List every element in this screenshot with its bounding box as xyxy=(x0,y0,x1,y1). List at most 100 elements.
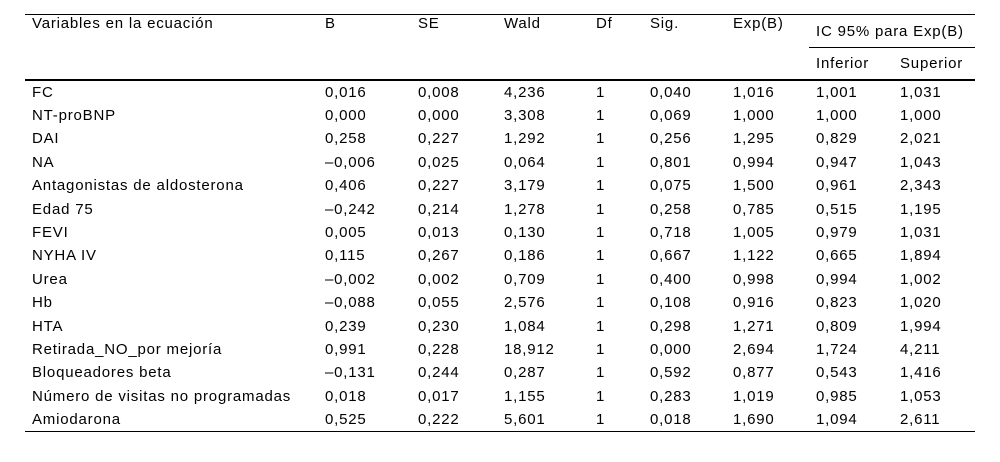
cell-df: 1 xyxy=(596,247,606,265)
cell-b: 0,005 xyxy=(325,224,367,242)
cell-b: –0,131 xyxy=(325,364,376,382)
cell-superior: 2,611 xyxy=(900,411,941,429)
cell-superior: 1,020 xyxy=(900,294,942,312)
cell-df: 1 xyxy=(596,387,606,405)
cell-inferior: 0,829 xyxy=(816,130,858,148)
table-row: Bloqueadores beta –0,131 0,244 0,287 1 0… xyxy=(25,361,975,384)
cell-sig: 0,000 xyxy=(650,340,692,358)
cell-variable: Número de visitas no programadas xyxy=(32,387,292,405)
table-row: Edad 75 –0,242 0,214 1,278 1 0,258 0,785… xyxy=(25,197,975,220)
cell-wald: 0,064 xyxy=(504,153,546,171)
cell-inferior: 0,515 xyxy=(816,200,858,218)
cell-b: 0,016 xyxy=(325,83,367,101)
table-row: NT-proBNP 0,000 0,000 3,308 1 0,069 1,00… xyxy=(25,104,975,127)
cell-sig: 0,256 xyxy=(650,130,692,148)
cell-inferior: 0,994 xyxy=(816,270,858,288)
cell-b: 0,525 xyxy=(325,411,367,429)
column-header-superior: Superior xyxy=(893,47,976,81)
cell-b: 0,239 xyxy=(325,317,367,335)
cell-sig: 0,667 xyxy=(650,247,692,265)
cell-wald: 0,186 xyxy=(504,247,546,265)
cell-superior: 1,894 xyxy=(900,247,942,265)
cell-b: –0,002 xyxy=(325,270,376,288)
cell-wald: 2,576 xyxy=(504,294,546,312)
cell-df: 1 xyxy=(596,83,606,101)
column-header-se: SE xyxy=(411,14,497,81)
cell-wald: 5,601 xyxy=(504,411,546,429)
cell-df: 1 xyxy=(596,270,606,288)
cell-se: 0,013 xyxy=(418,224,460,242)
cell-df: 1 xyxy=(596,411,606,429)
cell-inferior: 0,961 xyxy=(816,177,858,195)
column-header-df: Df xyxy=(589,14,643,81)
cell-superior: 2,343 xyxy=(900,177,942,195)
cell-se: 0,008 xyxy=(418,83,460,101)
cell-sig: 0,801 xyxy=(650,153,692,171)
cell-variable: HTA xyxy=(32,317,64,335)
cell-inferior: 1,724 xyxy=(816,340,858,358)
regression-table-figure: Variables en la ecuación B SE Wald Df Si… xyxy=(0,14,1000,462)
cell-wald: 4,236 xyxy=(504,83,546,101)
cell-df: 1 xyxy=(596,294,606,312)
cell-expb: 0,994 xyxy=(733,153,775,171)
cell-df: 1 xyxy=(596,177,606,195)
cell-b: –0,006 xyxy=(325,153,376,171)
cell-expb: 0,785 xyxy=(733,200,775,218)
cell-variable: Edad 75 xyxy=(32,200,94,218)
cell-superior: 1,002 xyxy=(900,270,942,288)
table-row: FEVI 0,005 0,013 0,130 1 0,718 1,005 0,9… xyxy=(25,221,975,244)
cell-wald: 0,709 xyxy=(504,270,546,288)
cell-variable: Urea xyxy=(32,270,68,288)
cell-expb: 1,122 xyxy=(733,247,775,265)
cell-sig: 0,298 xyxy=(650,317,692,335)
cell-superior: 4,211 xyxy=(900,340,941,358)
cell-wald: 3,308 xyxy=(504,107,546,125)
cell-df: 1 xyxy=(596,317,606,335)
cell-b: 0,018 xyxy=(325,387,367,405)
column-header-b: B xyxy=(318,14,411,81)
cell-sig: 0,108 xyxy=(650,294,692,312)
cell-wald: 18,912 xyxy=(504,340,555,358)
column-header-inferior: Inferior xyxy=(809,47,893,81)
column-header-variables: Variables en la ecuación xyxy=(25,14,318,81)
cell-variable: Hb xyxy=(32,294,53,312)
cell-b: 0,000 xyxy=(325,107,367,125)
cell-inferior: 0,543 xyxy=(816,364,858,382)
cell-sig: 0,400 xyxy=(650,270,692,288)
cell-inferior: 0,823 xyxy=(816,294,858,312)
cell-expb: 1,016 xyxy=(733,83,775,101)
cell-inferior: 0,947 xyxy=(816,153,858,171)
table-row: NA –0,006 0,025 0,064 1 0,801 0,994 0,94… xyxy=(25,151,975,174)
cell-superior: 1,043 xyxy=(900,153,942,171)
cell-se: 0,002 xyxy=(418,270,460,288)
cell-variable: NA xyxy=(32,153,55,171)
cell-expb: 1,000 xyxy=(733,107,775,125)
cell-variable: Amiodarona xyxy=(32,411,121,429)
cell-superior: 1,000 xyxy=(900,107,942,125)
cell-df: 1 xyxy=(596,224,606,242)
column-header-ci-group: IC 95% para Exp(B) xyxy=(809,14,976,48)
cell-superior: 1,031 xyxy=(900,83,942,101)
cell-b: –0,088 xyxy=(325,294,376,312)
cell-wald: 1,278 xyxy=(504,200,546,218)
column-header-expb: Exp(B) xyxy=(726,14,809,81)
cell-expb: 0,877 xyxy=(733,364,775,382)
cell-superior: 1,195 xyxy=(900,200,942,218)
table-row: FC 0,016 0,008 4,236 1 0,040 1,016 1,001… xyxy=(25,80,975,104)
cell-wald: 1,084 xyxy=(504,317,546,335)
table-row: Urea –0,002 0,002 0,709 1 0,400 0,998 0,… xyxy=(25,268,975,291)
cell-inferior: 1,001 xyxy=(816,83,858,101)
cell-b: 0,115 xyxy=(325,247,366,265)
cell-se: 0,228 xyxy=(418,340,460,358)
cell-b: 0,406 xyxy=(325,177,367,195)
cell-df: 1 xyxy=(596,200,606,218)
cell-expb: 0,916 xyxy=(733,294,775,312)
cell-se: 0,000 xyxy=(418,107,460,125)
cell-se: 0,222 xyxy=(418,411,460,429)
cell-df: 1 xyxy=(596,340,606,358)
column-header-sig: Sig. xyxy=(643,14,726,81)
cell-inferior: 1,094 xyxy=(816,411,858,429)
cell-se: 0,230 xyxy=(418,317,460,335)
cell-expb: 0,998 xyxy=(733,270,775,288)
cell-df: 1 xyxy=(596,107,606,125)
